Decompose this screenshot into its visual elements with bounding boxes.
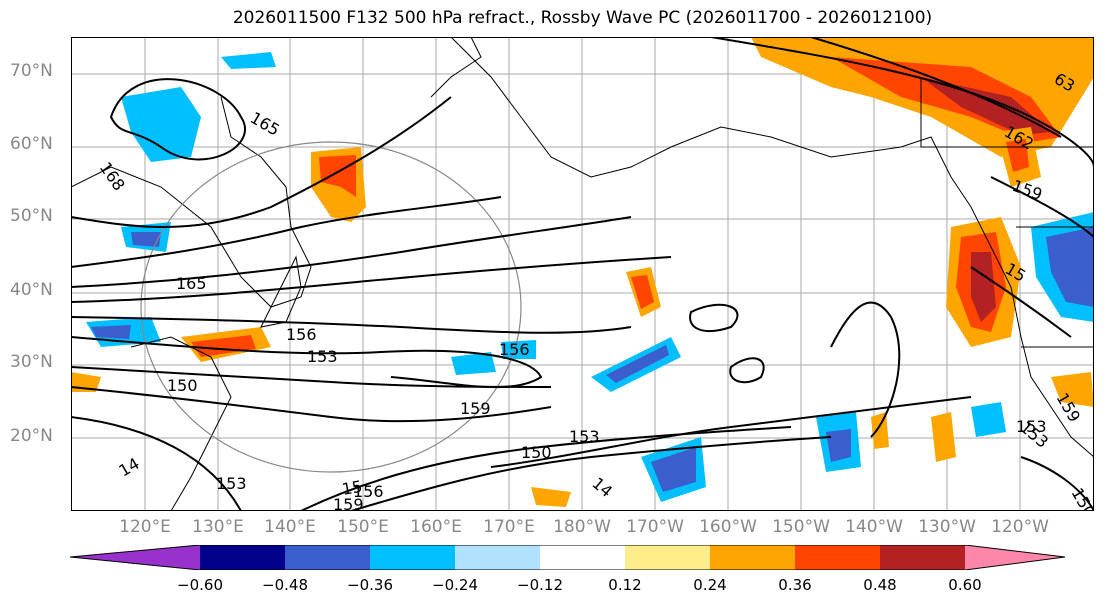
- lat-label-40n: 40°N: [10, 280, 53, 300]
- figure-title: 2026011500 F132 500 hPa refract., Rossby…: [232, 8, 933, 28]
- contour-label: 159: [333, 495, 364, 511]
- colorbar-segment: [455, 545, 540, 570]
- colorbar-segment: [370, 545, 455, 570]
- colorbar-segment: [625, 545, 710, 570]
- map-border: [71, 37, 1094, 511]
- contour-label: 168: [96, 158, 129, 194]
- lon-label-140w: 140°W: [845, 517, 903, 537]
- contour-label: 153: [569, 427, 600, 446]
- contour-label: 156: [499, 340, 530, 359]
- colorbar-segment: [795, 545, 880, 570]
- lon-label-130w: 130°W: [918, 517, 976, 537]
- contour-label: 156: [286, 325, 317, 344]
- lon-label-120w: 120°W: [991, 517, 1049, 537]
- colorbar-extend-right: [965, 545, 1065, 570]
- colorbar-segment: [200, 545, 285, 570]
- lon-label-170w: 170°W: [626, 517, 684, 537]
- contour-label: 150: [167, 376, 198, 395]
- lat-label-70n: 70°N: [10, 61, 53, 81]
- contour-label: 165: [247, 108, 283, 140]
- colorbar-tick: −0.24: [432, 576, 478, 594]
- contour-label: 150: [521, 443, 552, 462]
- contour-label: 153: [216, 474, 247, 493]
- lon-label-130e: 130°E: [192, 517, 244, 537]
- colorbar-tick: −0.48: [262, 576, 308, 594]
- gridlines: [71, 37, 1094, 511]
- colorbar-tick: 0.36: [778, 576, 812, 594]
- colorbar-segment: [540, 545, 625, 570]
- contour-label: 165: [176, 274, 207, 293]
- colorbar-tick: 0.24: [693, 576, 727, 594]
- colorbar-segment: [880, 545, 965, 570]
- contour-lines: [71, 37, 1094, 511]
- lon-label-180w: 180°W: [553, 517, 611, 537]
- contour-label: 153: [1016, 417, 1047, 436]
- lat-label-20n: 20°N: [10, 426, 53, 446]
- colorbar-segment: [285, 545, 370, 570]
- colorbar-segment: [710, 545, 795, 570]
- lat-label-60n: 60°N: [10, 134, 53, 154]
- contour-label: 159: [460, 399, 491, 418]
- lon-label-160w: 160°W: [699, 517, 757, 537]
- contour-label: 150: [1068, 485, 1094, 512]
- colorbar-tick: −0.36: [347, 576, 393, 594]
- coastlines: [71, 37, 1094, 511]
- colorbar-tick: 0.60: [948, 576, 982, 594]
- contour-label: 153: [307, 347, 338, 366]
- lon-label-160e: 160°E: [410, 517, 462, 537]
- lon-label-170e: 170°E: [483, 517, 535, 537]
- lon-label-140e: 140°E: [264, 517, 316, 537]
- lon-label-150w: 150°W: [772, 517, 830, 537]
- colorbar-tick: −0.60: [177, 576, 223, 594]
- colorbar-tick: −0.12: [517, 576, 563, 594]
- map-panel: 165 168 165 153 150 156 159 150 153 153 …: [71, 37, 1094, 511]
- contour-label: 14: [588, 474, 616, 502]
- colorbar: [70, 545, 1066, 570]
- contour-label: 14: [116, 454, 143, 481]
- colorbar-tick: 0.12: [608, 576, 642, 594]
- lon-label-150e: 150°E: [337, 517, 389, 537]
- colorbar-extend-left: [70, 545, 200, 570]
- contour-label: 159: [1010, 176, 1045, 204]
- shading-layer: [71, 37, 1094, 507]
- reference-circle: [140, 141, 522, 473]
- colorbar-tick: 0.48: [863, 576, 897, 594]
- lat-label-50n: 50°N: [10, 206, 53, 226]
- contour-label: 15: [340, 477, 363, 499]
- contour-label: 156: [353, 482, 384, 501]
- lon-label-120e: 120°E: [119, 517, 171, 537]
- lat-label-30n: 30°N: [10, 352, 53, 372]
